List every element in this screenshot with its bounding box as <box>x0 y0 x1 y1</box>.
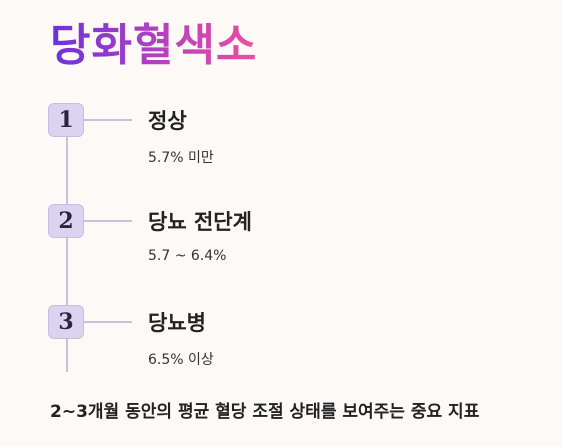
footer-note: 2~3개월 동안의 평균 혈당 조절 상태를 보여주는 중요 지표 <box>50 402 480 422</box>
step-title: 정상 <box>148 109 187 133</box>
step-number-badge: 1 <box>48 103 84 137</box>
step-value: 6.5% 이상 <box>148 352 214 368</box>
page-title: 당화혈색소 <box>50 18 257 74</box>
timeline-line <box>66 120 68 372</box>
step-connector <box>84 321 132 323</box>
step-title: 당뇨병 <box>148 311 206 335</box>
step-title: 당뇨 전단계 <box>148 210 252 234</box>
step-connector <box>84 220 132 222</box>
step-value: 5.7% 미만 <box>148 150 214 166</box>
step-value: 5.7 ~ 6.4% <box>148 248 227 264</box>
step-number-badge: 2 <box>48 204 84 238</box>
step-connector <box>84 119 132 121</box>
step-number-badge: 3 <box>48 305 84 339</box>
